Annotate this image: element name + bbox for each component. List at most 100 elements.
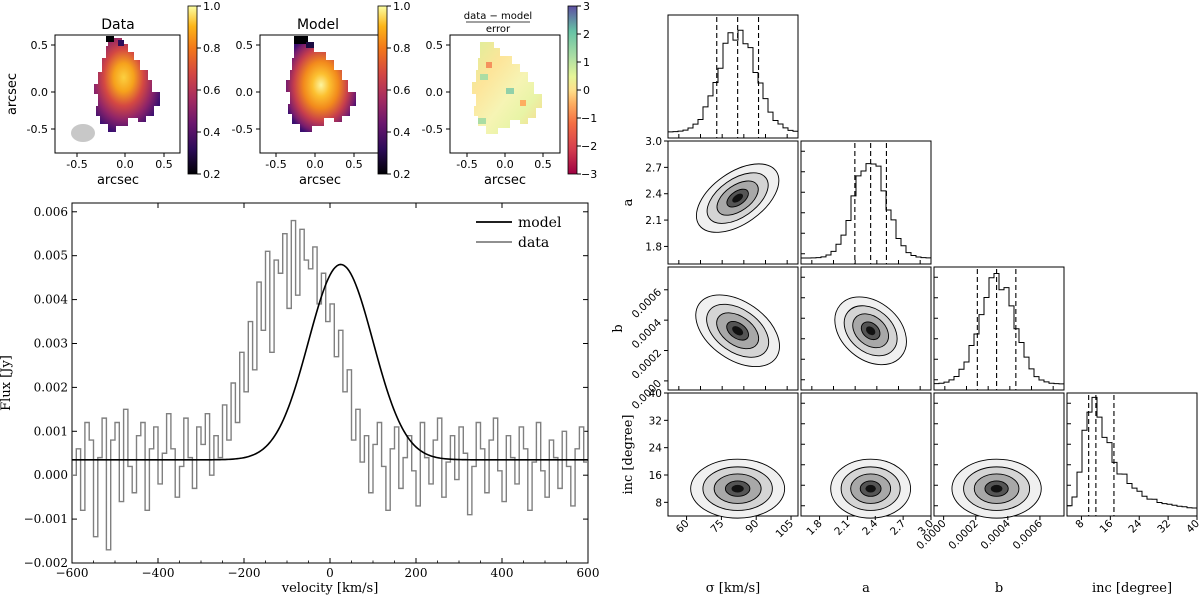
data-map-cbar-tick-2: 0.8	[203, 42, 221, 55]
data-map-cbar-tick-4: 0.4	[203, 126, 221, 139]
model-map-cbar-tick-5: 0.2	[393, 168, 411, 181]
spectrum-ytick-label: 0.000	[34, 468, 68, 482]
data-map-frame	[54, 34, 181, 154]
corner-xlabel-1: a	[862, 581, 870, 596]
spectrum-ytick-label: 0.005	[34, 249, 68, 263]
spectrum-ytick-label: −0.001	[24, 512, 68, 526]
residual-map-cbar-tick-2: 2	[583, 28, 590, 41]
corner-ylabel-2: b	[611, 324, 626, 332]
data-map-colorbar	[187, 5, 198, 175]
data-map-title: Data	[101, 17, 134, 33]
corner-xtick-label: 24	[1126, 517, 1144, 535]
corner-cell-1-1	[800, 140, 932, 265]
spectrum-xlabel: velocity [km/s]	[281, 581, 379, 596]
data-map-emission	[94, 38, 160, 132]
corner-density-3-1	[830, 458, 912, 519]
residual-map-ytick-2: 0.0	[426, 86, 444, 99]
corner-ylabel-1: a	[621, 198, 636, 206]
corner-hist-0	[667, 29, 799, 138]
corner-xtick-label: 0.0006	[1011, 517, 1046, 552]
corner-xtick-label: 90	[743, 518, 761, 536]
residual-map-ytick-1: 0.5	[426, 39, 444, 52]
beam-ellipse	[71, 124, 95, 142]
corner-contour-2-1-4	[865, 326, 876, 336]
corner-contour-3-0-4	[731, 484, 744, 493]
corner-xtick-label: 2.4	[860, 517, 881, 538]
legend-model-label: model	[518, 215, 562, 231]
corner-xlabel-3: inc [degree]	[1092, 581, 1172, 596]
corner-ytick-label: 40	[649, 388, 662, 400]
data-map-xtick-3: 0.5	[155, 158, 173, 171]
spectrum-ylabel: Flux [Jy]	[0, 355, 14, 411]
corner-contour-2-0-4	[732, 326, 744, 336]
model-map-panel: Model -0.5 0.0 0.5 0.5 0.0 -0.5 arcsec 1…	[232, 0, 411, 188]
residual-map-xtick-3: 0.5	[534, 158, 552, 171]
corner-xtick-label: 2.7	[888, 518, 908, 538]
model-map-title: Model	[297, 17, 339, 33]
residual-map-cbar-tick-3: 1	[583, 56, 590, 69]
corner-cell-3-3	[1066, 392, 1198, 517]
residual-map-xtick-2: 0.0	[496, 158, 514, 171]
data-map-cbar-tick-3: 0.6	[203, 84, 221, 97]
corner-xtick-label: 40	[1184, 518, 1200, 536]
data-map-xlabel: arcsec	[97, 173, 139, 188]
corner-ytick-label: 0.0002	[630, 347, 664, 381]
corner-xlabel-2: b	[995, 581, 1003, 596]
spectrum-xtick-label: −400	[142, 566, 175, 580]
spectrum-xtick-label: −200	[228, 566, 261, 580]
spectrum-xticks: −600 −400 −200 0 200 400 600	[56, 203, 600, 580]
residual-map-colorbar	[567, 5, 578, 175]
residual-map-ytick-3: -0.5	[422, 123, 443, 136]
spectrum-ytick-label: −0.002	[24, 556, 68, 570]
spectrum-ytick-label: 0.003	[34, 336, 68, 350]
spectrum-xtick-label: 600	[577, 566, 600, 580]
corner-hist-1	[800, 163, 932, 264]
corner-contour-3-1-4	[865, 484, 876, 493]
spectrum-yticks: 0.006 0.005 0.004 0.003 0.002 0.001 0.000 −0.00…	[24, 205, 588, 570]
corner-ytick-label: 0.0004	[630, 317, 665, 352]
corner-xtick-label: 105	[773, 518, 796, 541]
corner-hist-2	[933, 272, 1065, 390]
corner-ytick-label: 2.1	[645, 215, 662, 227]
spectrum-xtick-label: 0	[326, 566, 334, 580]
corner-hist-3	[1066, 396, 1198, 516]
corner-ytick-label: 2.7	[645, 162, 662, 174]
residual-map-title-num: data − model	[464, 11, 532, 22]
data-map-ytick-3: -0.5	[27, 123, 48, 136]
residual-map-cbar-tick-7: −3	[581, 168, 597, 181]
model-map-cbar-tick-1: 1.0	[393, 0, 411, 13]
corner-xtick-label: 1.8	[804, 518, 824, 538]
residual-map-cbar-tick-4: 0	[583, 84, 590, 97]
corner-ytick-label: 16	[649, 470, 663, 482]
corner-xtick-label: 16	[1098, 517, 1116, 535]
model-map-ytick-3: -0.5	[232, 123, 253, 136]
data-map-ytick-1: 0.5	[31, 39, 49, 52]
corner-xtick-label: 2.1	[832, 518, 852, 538]
model-map-ytick-1: 0.5	[236, 39, 254, 52]
corner-ytick-label: 32	[649, 415, 662, 427]
corner-ytick-label: 24	[649, 443, 663, 455]
corner-xlabel-0: σ [km/s]	[706, 581, 760, 596]
residual-map-panel: data − model error -0.5 0.0 0.5 0.5 0.0 …	[422, 0, 598, 188]
corner-xtick-label: 0.0004	[978, 517, 1013, 552]
residual-map-xlabel: arcsec	[484, 173, 526, 188]
corner-density-3-2	[951, 458, 1042, 519]
spectrum-legend: model data	[476, 215, 562, 251]
spectrum-xtick-label: 200	[405, 566, 428, 580]
spectrum-data-series	[72, 219, 588, 551]
corner-ytick-label: 2.4	[645, 189, 662, 201]
spectrum-panel: −600 −400 −200 0 200 400 600 0.0060.0050.0040.…	[0, 202, 600, 596]
model-map-xtick-2: 0.0	[306, 158, 324, 171]
spectrum-xtick-label: −600	[56, 566, 89, 580]
model-map-xtick-3: 0.5	[345, 158, 363, 171]
corner-xtick-label: 0.0002	[946, 518, 980, 552]
model-map-xlabel: arcsec	[299, 173, 341, 188]
corner-xtick-label: 32	[1155, 518, 1173, 536]
spectrum-ytick-label: 0.001	[34, 424, 68, 438]
corner-xtick-label: 75	[709, 518, 727, 536]
corner-contour-1-0-4	[732, 193, 744, 203]
corner-density-3-0	[690, 458, 786, 519]
corner-ytick-label: 3.0	[645, 136, 662, 148]
corner-xtick-label: 60	[674, 518, 692, 536]
